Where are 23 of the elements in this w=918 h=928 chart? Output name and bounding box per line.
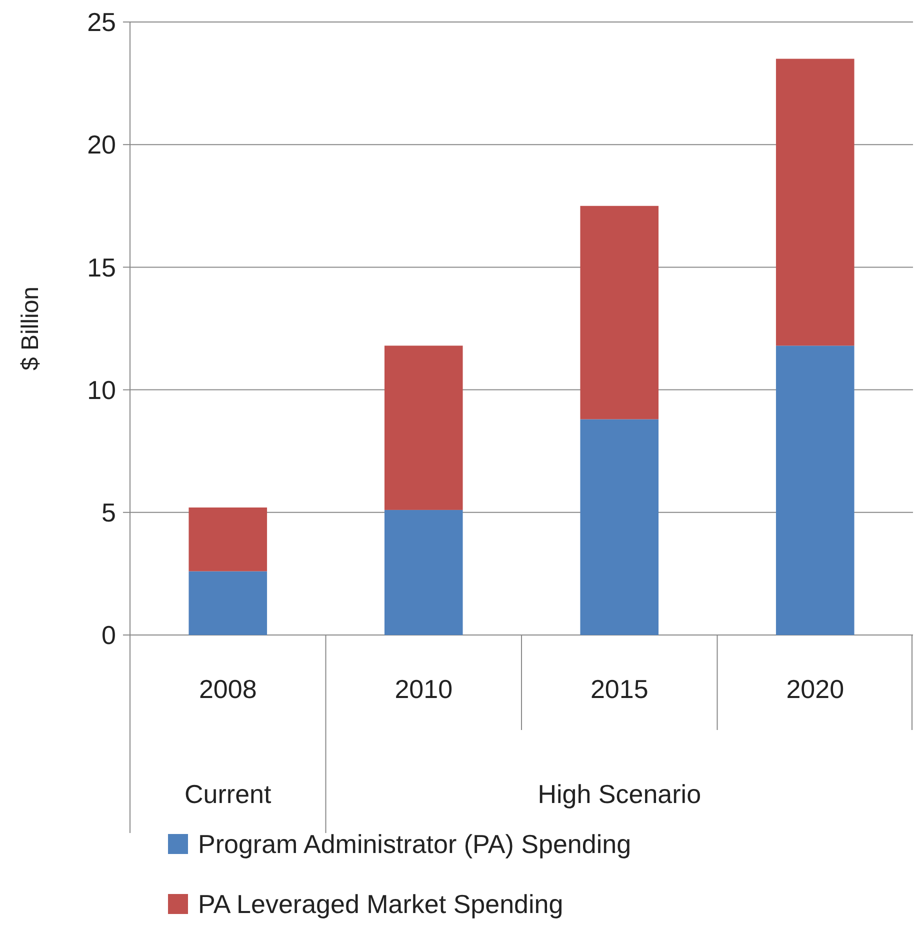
bar: [384, 510, 463, 635]
x-tick-label: 2008: [198, 674, 257, 704]
bar: [580, 206, 659, 420]
y-tick-label: 25: [87, 7, 116, 38]
x-tick-label: 2020: [786, 674, 844, 704]
x-tick-label: 2010: [394, 674, 453, 704]
y-tick-label: 0: [102, 620, 116, 650]
bar: [188, 507, 268, 572]
y-axis-title: $ Billion: [17, 286, 44, 371]
y-tick-label: 10: [87, 374, 116, 405]
bar: [188, 571, 268, 635]
bar: [580, 419, 659, 635]
text: High Scenario: [538, 779, 702, 809]
y-tick-label: 5: [102, 498, 116, 528]
bar: [776, 58, 854, 346]
legend-label: Program Administrator (PA) Spending: [198, 829, 632, 860]
y-tick-label: 20: [87, 130, 116, 160]
legend-label: PA Leveraged Market Spending: [198, 889, 564, 920]
bar: [384, 346, 463, 510]
y-tick-label: 15: [87, 252, 116, 282]
bar: [776, 346, 854, 635]
x-tick-label: 2015: [590, 674, 648, 704]
text: Current: [184, 779, 272, 809]
